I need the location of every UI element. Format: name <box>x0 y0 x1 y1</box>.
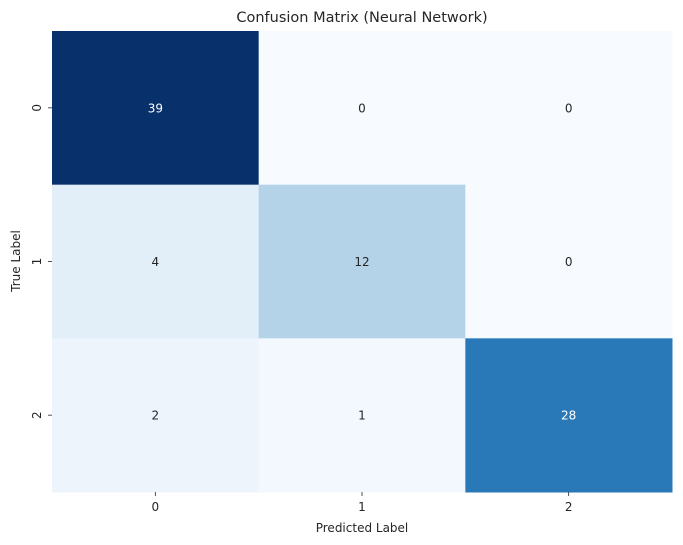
y-tick-label: 1 <box>30 258 44 266</box>
cell-value-label-1-2: 0 <box>565 255 573 269</box>
heatmap-cell-2-1 <box>258 338 466 493</box>
cell-value-label-1-1: 12 <box>354 255 369 269</box>
y-tick-label: 2 <box>30 411 44 419</box>
y-axis-label: True Label <box>9 230 23 293</box>
heatmap-cell-0-1 <box>258 31 466 186</box>
cell-value-label-2-0: 2 <box>152 409 160 423</box>
cell-value-label-0-2: 0 <box>565 101 573 115</box>
x-axis-ticks: 0 1 2 <box>152 492 573 514</box>
y-axis-ticks: 0 1 2 <box>30 104 52 419</box>
cell-value-label-0-0: 39 <box>148 101 163 115</box>
cell-value-label-2-2: 28 <box>561 409 576 423</box>
cell-value-label-2-1: 1 <box>358 409 366 423</box>
heatmap-cell-1-0 <box>52 184 260 339</box>
heatmap-cell-1-2 <box>465 184 673 339</box>
heatmap-cell-2-0 <box>52 338 260 493</box>
x-tick-label: 0 <box>152 500 160 514</box>
x-tick-label: 2 <box>565 500 573 514</box>
x-tick-label: 1 <box>358 500 366 514</box>
cell-value-label-0-1: 0 <box>358 101 366 115</box>
heatmap-cell-2-2 <box>465 338 673 493</box>
heatmap-cell-0-2 <box>465 31 673 186</box>
cell-value-label-1-0: 4 <box>152 255 160 269</box>
heatmap-cells: 39 0 0 4 12 0 2 1 28 <box>52 31 673 493</box>
y-tick-label: 0 <box>30 104 44 112</box>
x-axis-label: Predicted Label <box>316 521 409 535</box>
heatmap-cell-1-1 <box>258 184 466 339</box>
chart-title: Confusion Matrix (Neural Network) <box>236 10 487 26</box>
heatmap-cell-0-0 <box>52 31 260 186</box>
